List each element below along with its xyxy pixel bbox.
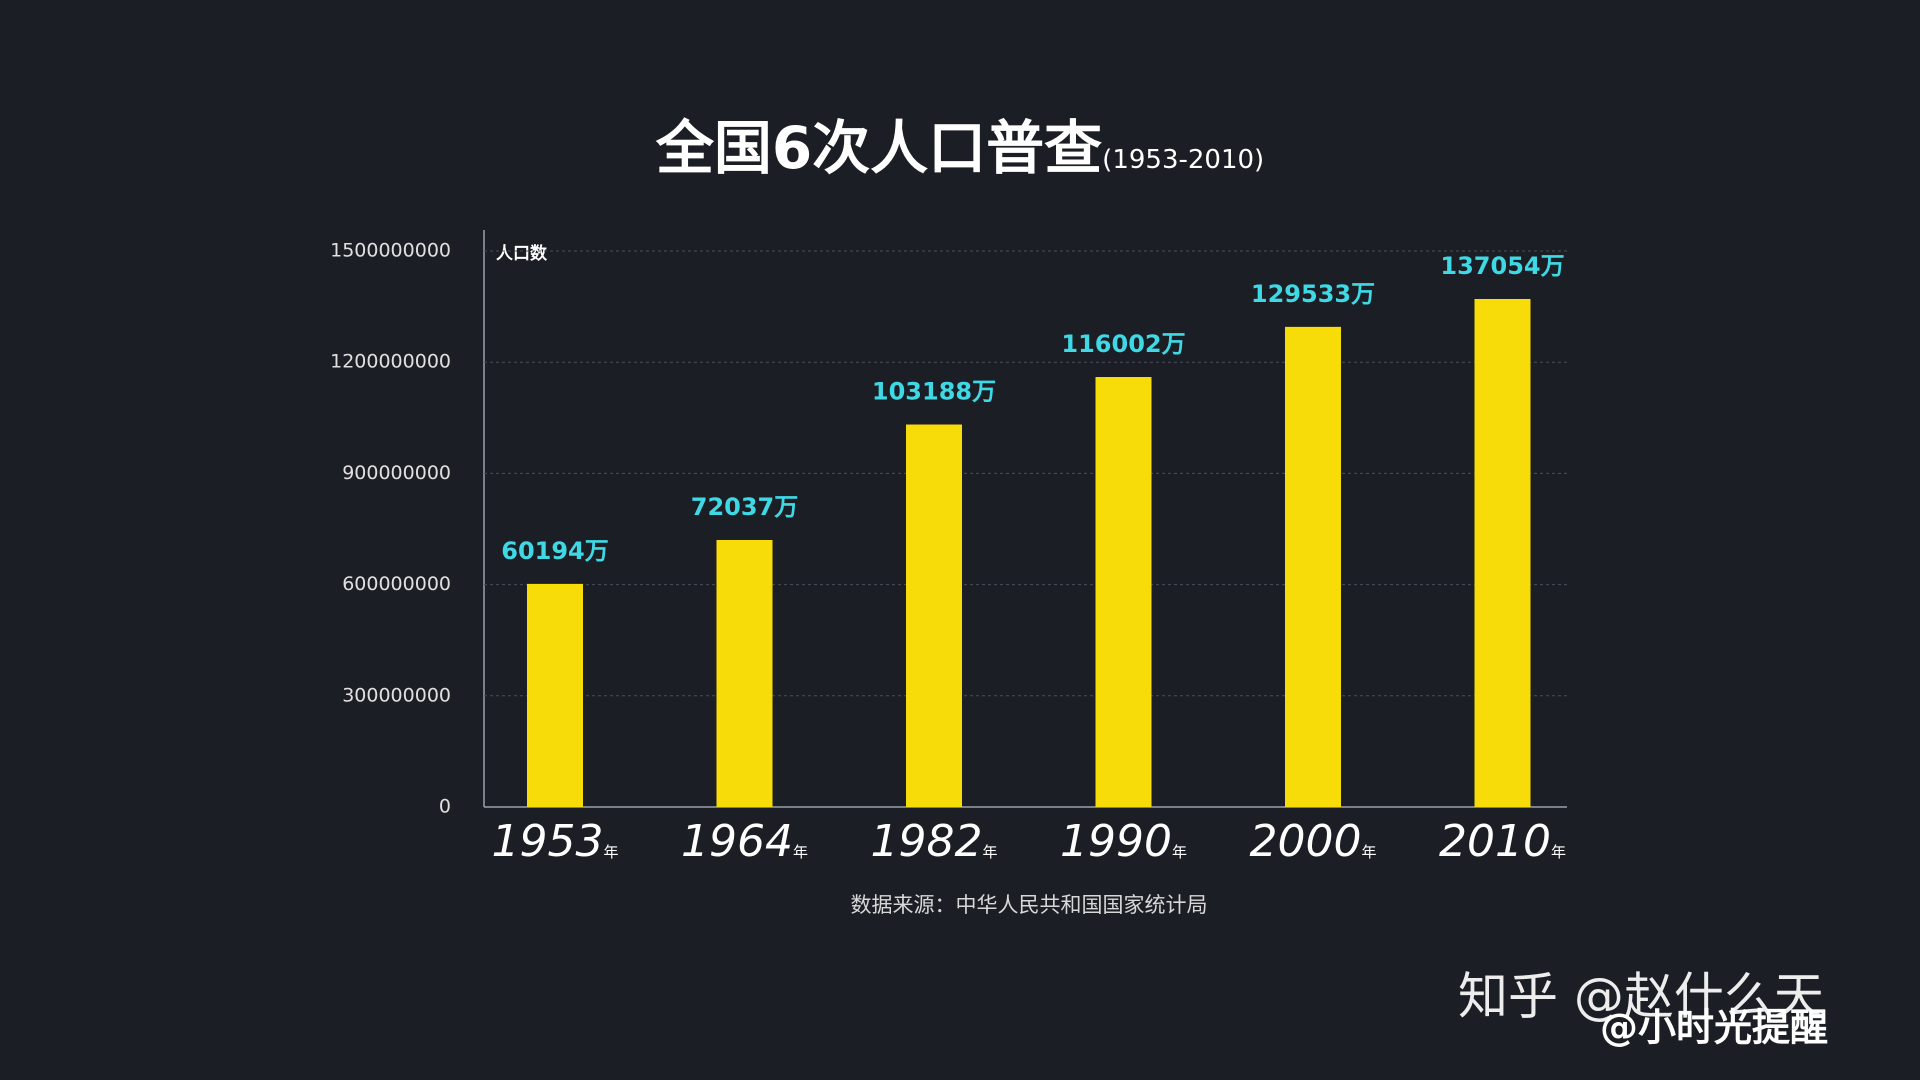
x-tick-label: 2000	[1250, 816, 1362, 867]
x-tick-label: 1982	[871, 816, 983, 867]
chart-title: 全国6次人口普查	[655, 114, 1102, 182]
x-tick-suffix: 年	[603, 843, 618, 861]
x-tick-label-group: 1953年	[492, 816, 619, 867]
y-tick-label: 1500000000	[330, 240, 451, 262]
x-tick-label-group: 2000年	[1250, 816, 1377, 867]
y-tick-label: 1200000000	[330, 351, 451, 373]
x-tick-label: 1964	[681, 816, 793, 867]
y-tick-label: 600000000	[342, 573, 451, 595]
y-tick-label: 300000000	[342, 684, 451, 706]
chart-title-group: 全国6次人口普查(1953-2010)	[655, 114, 1264, 182]
x-tick-suffix: 年	[1361, 843, 1376, 861]
value-label: 60194万	[501, 537, 609, 565]
value-label: 72037万	[691, 493, 799, 521]
x-tick-suffix: 年	[1172, 843, 1187, 861]
x-tick-suffix: 年	[982, 843, 997, 861]
bar	[1285, 326, 1341, 807]
y-tick-label: 900000000	[342, 462, 451, 484]
chart-subtitle: (1953-2010)	[1102, 145, 1264, 175]
x-tick-suffix: 年	[793, 843, 808, 861]
x-tick-label: 1990	[1060, 816, 1172, 867]
x-tick-label: 2010	[1439, 816, 1551, 867]
bar	[716, 539, 773, 807]
x-tick-suffix: 年	[1551, 843, 1566, 861]
x-tick-label-group: 1990年	[1060, 816, 1187, 867]
watermark: 知乎 @赵什么天	[1458, 968, 1824, 1026]
watermark: @小时光提醒	[1600, 1006, 1828, 1050]
y-axis-label: 人口数	[496, 243, 548, 264]
x-tick-label-group: 2010年	[1439, 816, 1566, 867]
value-label: 137054万	[1440, 252, 1564, 280]
x-tick-label-group: 1982年	[871, 816, 998, 867]
bar	[1474, 298, 1531, 807]
y-tick-label: 0	[439, 796, 451, 818]
source-note: 数据来源：中华人民共和国国家统计局	[851, 893, 1208, 917]
x-tick-label-group: 1964年	[681, 816, 808, 867]
bar	[527, 583, 583, 807]
value-label: 103188万	[872, 378, 996, 406]
x-tick-label: 1953	[492, 816, 604, 867]
value-label: 116002万	[1061, 330, 1185, 358]
bar	[906, 424, 962, 807]
bar	[1095, 377, 1152, 807]
value-label: 129533万	[1251, 280, 1375, 308]
